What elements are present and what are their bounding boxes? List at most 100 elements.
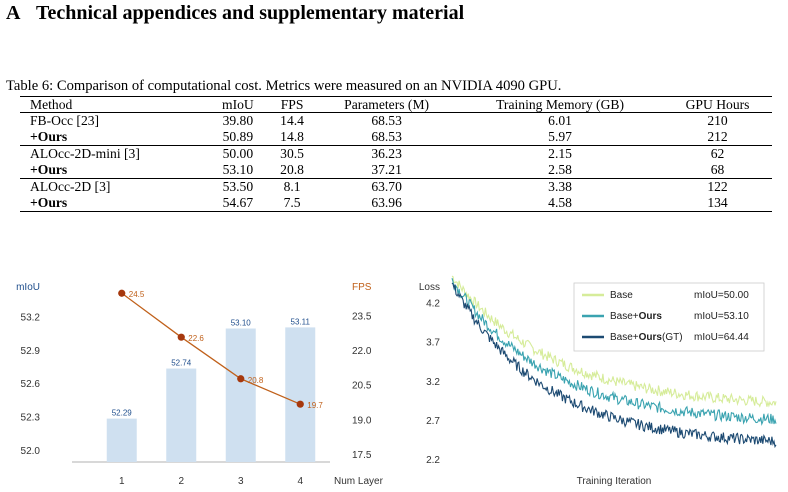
bar-value-label: 52.74 — [171, 359, 192, 368]
header-method: Method — [30, 97, 73, 112]
cell-fps: 14.8 — [280, 129, 304, 144]
bar — [106, 418, 137, 462]
fps-value-label: 22.6 — [188, 334, 204, 343]
x-axis-label: Training Iteration — [577, 476, 652, 487]
cell-params: 63.70 — [371, 179, 402, 194]
cell-miou: 53.50 — [222, 179, 254, 194]
cell-gpu-hours: 122 — [707, 179, 728, 194]
cell-params: 68.53 — [371, 113, 402, 128]
table-row: +Ours 54.67 7.5 63.96 4.58 134 — [20, 195, 772, 212]
cell-miou: 53.10 — [222, 162, 254, 177]
y-tick-label: 53.2 — [21, 312, 41, 323]
legend-label-plain: Base — [610, 290, 633, 301]
cell-memory: 4.58 — [548, 195, 572, 210]
cell-fps: 20.8 — [280, 162, 304, 177]
table-row: ALOcc-2D-mini [3] 50.00 30.5 36.23 2.15 … — [20, 145, 772, 163]
loss-series-line — [451, 282, 777, 449]
bar — [285, 327, 316, 462]
y2-tick-label: 17.5 — [352, 450, 372, 461]
x-tick-label: 4 — [297, 476, 303, 487]
x-tick-label: 1 — [119, 476, 125, 487]
table-caption: Table 6: Comparison of computational cos… — [6, 78, 562, 94]
cell-memory: 3.38 — [548, 179, 572, 194]
y2-axis-label: FPS — [352, 282, 372, 293]
y-tick-label: 52.6 — [21, 379, 41, 390]
cell-memory: 2.58 — [548, 162, 572, 177]
table-row: FB-Occ [23] 39.80 14.4 68.53 6.01 210 — [20, 112, 772, 130]
legend-label-bold: Ours — [639, 332, 663, 343]
y-axis-label: mIoU — [16, 282, 40, 293]
bar — [225, 328, 256, 462]
cell-fps: 8.1 — [283, 179, 301, 194]
legend-label-plain: Base+ — [610, 311, 639, 322]
table-row: +Ours 50.89 14.8 68.53 5.97 212 — [20, 129, 772, 146]
layer-ablation-chart: mIoU FPS 52.0 52.3 52.6 52.9 53.2 17.5 19.0 20.5 2… — [16, 282, 384, 487]
cell-params: 37.21 — [371, 162, 402, 177]
section-heading: A Technical appendices and supplementary … — [6, 2, 464, 25]
cell-miou: 50.89 — [222, 129, 254, 144]
loss-series-line — [451, 275, 777, 408]
y2-tick-label: 22.0 — [352, 346, 372, 357]
cell-method: +Ours — [30, 195, 68, 210]
y-tick-label: 4.2 — [426, 298, 440, 309]
bar-value-label: 53.11 — [291, 317, 311, 326]
header-gpu-hours: GPU Hours — [685, 97, 750, 112]
cell-miou: 54.67 — [222, 195, 254, 210]
cell-gpu-hours: 62 — [710, 146, 725, 161]
section-title: Technical appendices and supplementary m… — [36, 2, 465, 24]
cell-memory: 6.01 — [548, 113, 572, 128]
fps-line — [121, 292, 301, 405]
cell-fps: 30.5 — [280, 146, 304, 161]
legend-label-plain: Base+ — [610, 332, 639, 343]
cell-method: ALOcc-2D [3] — [30, 179, 111, 194]
fps-value-label: 24.5 — [129, 290, 145, 299]
section-number: A — [6, 2, 21, 24]
cell-method: +Ours — [30, 129, 68, 144]
y-tick-label: 3.2 — [426, 377, 440, 388]
cell-gpu-hours: 212 — [707, 129, 728, 144]
cell-miou: 50.00 — [222, 146, 254, 161]
cell-method: ALOcc-2D-mini [3] — [30, 146, 140, 161]
legend-label-bold: Ours — [639, 311, 663, 322]
y-tick-label: 52.9 — [21, 346, 41, 357]
legend-miou-label: mIoU=64.44 — [694, 332, 749, 343]
header-miou: mIoU — [222, 97, 254, 112]
cell-gpu-hours: 134 — [707, 195, 728, 210]
cell-params: 63.96 — [371, 195, 402, 210]
cell-params: 68.53 — [371, 129, 402, 144]
cell-fps: 7.5 — [283, 195, 301, 210]
x-tick-label: 2 — [178, 476, 184, 487]
y2-tick-label: 19.0 — [352, 415, 372, 426]
cell-gpu-hours: 68 — [710, 162, 725, 177]
cell-memory: 5.97 — [548, 129, 572, 144]
y-tick-label: 3.7 — [426, 338, 440, 349]
legend: Base mIoU=50.00 Base+Ours mIoU=53.10 Base+Ou… — [573, 282, 765, 352]
bar-value-label: 52.29 — [112, 409, 133, 418]
loss-curve-chart: Loss 2.2 2.7 3.2 3.7 4.2 Training Iteration Bas… — [419, 275, 777, 487]
cell-params: 36.23 — [371, 146, 402, 161]
fps-value-label: 20.8 — [248, 376, 264, 385]
table-row: +Ours 53.10 20.8 37.21 2.58 68 — [20, 162, 772, 179]
cost-table: Method mIoU FPS Parameters (M) Training … — [20, 96, 772, 212]
y-tick-label: 2.7 — [426, 416, 440, 427]
fps-point — [237, 375, 245, 383]
legend-label: Base — [610, 290, 633, 301]
cell-fps: 14.4 — [280, 113, 304, 128]
legend-box — [573, 282, 765, 352]
cell-method: FB-Occ [23] — [30, 113, 100, 128]
legend-miou-label: mIoU=50.00 — [694, 290, 749, 301]
header-fps: FPS — [280, 97, 304, 112]
legend-miou-label: mIoU=53.10 — [694, 311, 749, 322]
y-axis-label: Loss — [419, 282, 440, 293]
y-tick-label: 2.2 — [426, 455, 440, 466]
table-header-row: Method mIoU FPS Parameters (M) Training … — [20, 96, 772, 113]
y2-tick-label: 20.5 — [352, 381, 372, 392]
x-axis-label: Num Layer — [334, 476, 384, 487]
y2-tick-label: 23.5 — [352, 311, 372, 322]
legend-label: Base+Ours — [610, 311, 662, 322]
fps-point — [118, 289, 126, 297]
legend-label-suffix: (GT) — [662, 332, 683, 343]
bar-value-label: 53.10 — [231, 319, 252, 328]
bar — [166, 368, 197, 462]
fps-value-label: 19.7 — [307, 401, 323, 410]
